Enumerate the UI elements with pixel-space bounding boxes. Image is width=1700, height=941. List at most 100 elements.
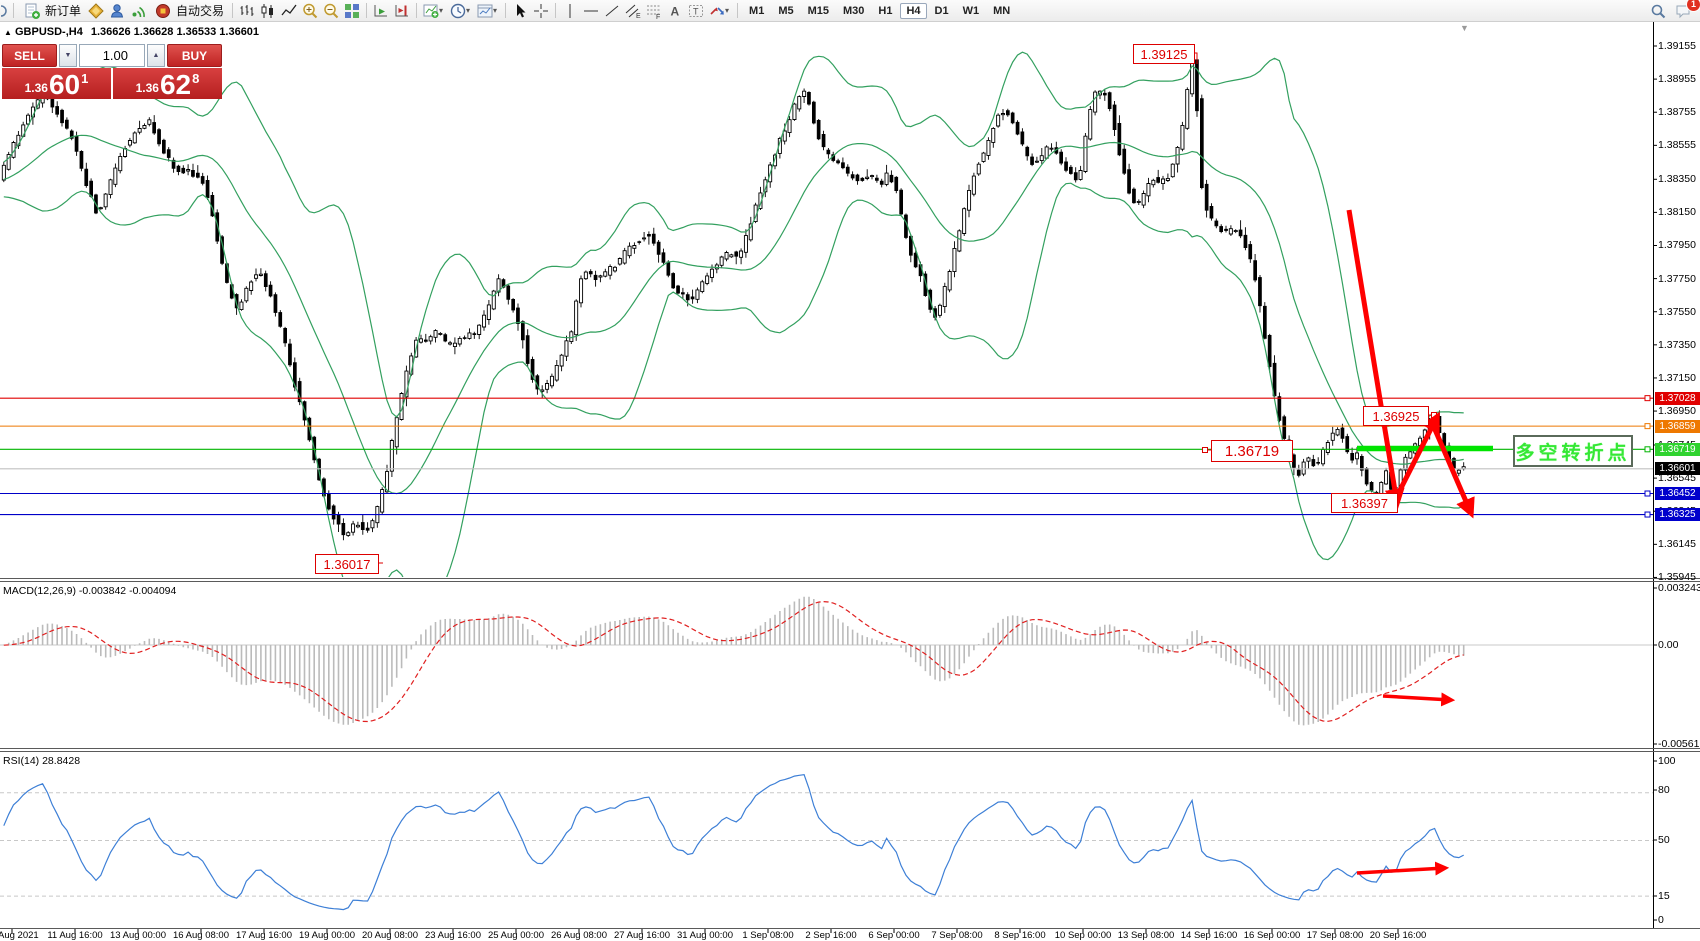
- svg-text:A: A: [671, 4, 680, 18]
- volume-decrease-button[interactable]: ▼: [59, 44, 77, 67]
- timeframe-M30[interactable]: M30: [843, 4, 865, 17]
- time-axis-label: 14 Sep 16:00: [1180, 930, 1238, 941]
- price-callout[interactable]: 1.39125: [1133, 44, 1195, 64]
- time-axis-label: 10 Aug 2021: [0, 930, 39, 941]
- signal-icon[interactable]: [128, 1, 148, 21]
- price-axis-tick: 1.38555: [1658, 139, 1696, 152]
- templates-dropdown-caret[interactable]: ▾: [493, 6, 498, 15]
- time-axis-label: 7 Sep 08:00: [931, 930, 983, 941]
- svg-text:T: T: [693, 6, 699, 16]
- price-axis-tick: 1.37950: [1658, 239, 1696, 252]
- crosshair-icon[interactable]: [531, 1, 551, 21]
- macd-axis-tick: 0.00: [1658, 639, 1679, 651]
- rsi-axis-tick: 50: [1658, 834, 1670, 846]
- trendline-tool-icon[interactable]: [602, 1, 622, 21]
- auto-trading-button[interactable]: 自动交易: [149, 1, 228, 21]
- one-click-trading-panel: SELL ▼ 1.00 ▲ BUY 1.36 60 1 1.36 62 8: [2, 44, 222, 99]
- auto-trading-label: 自动交易: [176, 4, 225, 18]
- chart-shift-icon[interactable]: [392, 1, 412, 21]
- time-axis-label: 19 Aug 00:00: [299, 930, 355, 941]
- macd-series: [3, 596, 1465, 726]
- text-label-tool-icon[interactable]: T: [686, 1, 706, 21]
- timeframe-H4[interactable]: H4: [900, 2, 927, 19]
- templates-icon[interactable]: [475, 1, 495, 21]
- marketwatch-icon[interactable]: [86, 1, 106, 21]
- text-tool-icon[interactable]: A: [665, 1, 685, 21]
- timeframe-M15[interactable]: M15: [807, 4, 829, 17]
- zoom-out-icon[interactable]: [321, 1, 341, 21]
- price-level-label: 1.36452: [1655, 487, 1700, 500]
- time-axis-label: 1 Sep 08:00: [742, 930, 794, 941]
- time-axis-label: 20 Sep 16:00: [1369, 930, 1427, 941]
- timeframe-M5[interactable]: M5: [778, 4, 794, 17]
- time-axis-label: 13 Sep 08:00: [1117, 930, 1175, 941]
- time-axis-label: 20 Aug 08:00: [362, 930, 418, 941]
- equidistant-channel-tool-icon[interactable]: E: [623, 1, 643, 21]
- top-toolbar: 新订单 自动交易 ▾ ▾ ▾ E F A T ▾ M1 M5 M15 M30 H1 H4 D…: [0, 0, 1700, 22]
- macd-axis-tick: 0.003243: [1658, 582, 1700, 594]
- zoom-in-icon[interactable]: [300, 1, 320, 21]
- timeframe-MN[interactable]: MN: [993, 4, 1011, 17]
- fibonacci-tool-icon[interactable]: F: [644, 1, 664, 21]
- time-axis-label: 25 Aug 00:00: [488, 930, 544, 941]
- navigator-icon[interactable]: [107, 1, 127, 21]
- auto-scroll-icon[interactable]: [371, 1, 391, 21]
- trend-arrow: [1346, 209, 1405, 509]
- line-chart-icon[interactable]: [279, 1, 299, 21]
- toolbar-separator: [555, 3, 557, 18]
- price-callout[interactable]: 1.36017: [315, 554, 379, 574]
- price-callout[interactable]: 1.36719: [1211, 440, 1293, 462]
- time-axis-label: 26 Aug 08:00: [551, 930, 607, 941]
- rsi-series: [3, 774, 1464, 911]
- sell-button[interactable]: SELL: [2, 44, 57, 67]
- price-axis-tick: 1.37150: [1658, 371, 1696, 384]
- price-axis-tick: 1.37750: [1658, 272, 1696, 285]
- time-axis-label: 6 Sep 00:00: [868, 930, 920, 941]
- horizontal-line-tool-icon[interactable]: [581, 1, 601, 21]
- new-order-button[interactable]: 新订单: [18, 1, 85, 21]
- indicators-dropdown-caret[interactable]: ▾: [439, 6, 444, 15]
- trend-arrow: [1393, 411, 1440, 500]
- trend-arrow: [1356, 861, 1450, 876]
- time-axis-label: 17 Sep 08:00: [1306, 930, 1364, 941]
- price-axis-tick: 1.36950: [1658, 405, 1696, 418]
- buy-price-box[interactable]: 1.36 62 8: [113, 68, 222, 99]
- chat-icon[interactable]: 1: [1674, 0, 1700, 21]
- timeframe-W1[interactable]: W1: [962, 4, 980, 17]
- timeframe-M1[interactable]: M1: [749, 4, 765, 17]
- chart-scroll-indicator-icon: ▼: [1460, 23, 1469, 33]
- turning-point-annotation[interactable]: 多空转折点: [1513, 435, 1633, 467]
- time-axis-label: 31 Aug 00:00: [677, 930, 733, 941]
- buy-price-prefix: 1.36: [135, 81, 159, 95]
- price-callout[interactable]: 1.36925: [1363, 406, 1429, 426]
- volume-input[interactable]: 1.00: [79, 44, 145, 67]
- toolbar-separator: [13, 3, 14, 18]
- vertical-line-tool-icon[interactable]: [560, 1, 580, 21]
- tile-windows-icon[interactable]: [342, 1, 362, 21]
- indicators-icon[interactable]: [421, 1, 441, 21]
- bar-chart-icon[interactable]: [237, 1, 257, 21]
- arrows-tool-icon[interactable]: [707, 1, 727, 21]
- price-level-label: 1.36601: [1655, 462, 1700, 476]
- timeframe-D1[interactable]: D1: [934, 4, 949, 17]
- price-callout[interactable]: 1.36397: [1331, 493, 1398, 513]
- arrows-dropdown-caret[interactable]: ▾: [725, 6, 730, 15]
- timeframe-H1[interactable]: H1: [878, 4, 893, 17]
- price-axis-tick: 1.36145: [1658, 538, 1696, 551]
- cursor-icon[interactable]: [510, 1, 530, 21]
- time-axis-label: 11 Aug 16:00: [47, 930, 103, 941]
- periods-icon[interactable]: [448, 1, 468, 21]
- toolbar-separator: [416, 3, 418, 18]
- search-icon[interactable]: [1648, 1, 1668, 21]
- periods-dropdown-caret[interactable]: ▾: [466, 6, 471, 15]
- toolbar-separator: [505, 3, 507, 18]
- price-axis-tick: 1.39155: [1658, 40, 1696, 52]
- candlestick-chart-icon[interactable]: [258, 1, 278, 21]
- sell-price-box[interactable]: 1.36 60 1: [2, 68, 111, 99]
- time-axis-label: 27 Aug 16:00: [614, 930, 670, 941]
- svg-text:E: E: [636, 13, 641, 20]
- buy-button[interactable]: BUY: [167, 44, 222, 67]
- volume-increase-button[interactable]: ▲: [147, 44, 165, 67]
- price-axis-tick: 1.38350: [1658, 173, 1696, 186]
